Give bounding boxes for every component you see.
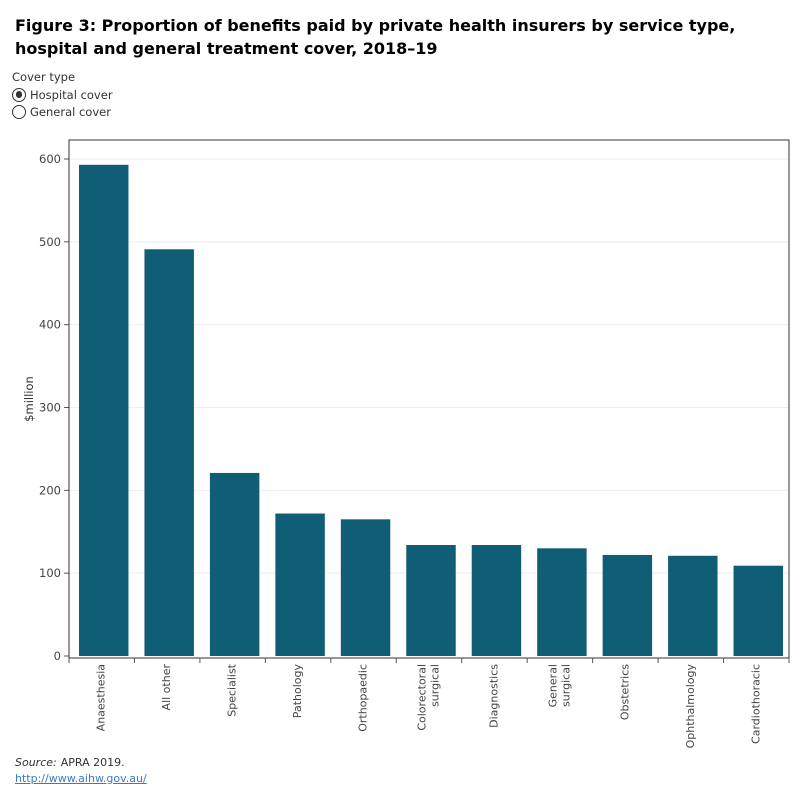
- x-tick-label: Ophthalmology: [684, 664, 697, 749]
- cover-type-legend: Cover type Hospital cover General cover: [12, 70, 113, 120]
- y-tick-label: 500: [39, 235, 61, 249]
- bar-orthopaedic: [340, 519, 391, 656]
- aihw-link[interactable]: http://www.aihw.gov.au/: [15, 772, 147, 785]
- x-tick-label: surgical: [559, 664, 572, 707]
- legend-title: Cover type: [12, 70, 76, 84]
- x-tick-label: Cardiothoracic: [749, 664, 762, 744]
- plot-frame: [68, 139, 790, 659]
- x-tick-label: surgical: [429, 664, 442, 707]
- y-tick-label: 400: [39, 318, 61, 332]
- radio-selected-icon: [12, 87, 26, 102]
- x-tick-label: Anaesthesia: [95, 664, 108, 731]
- x-tick-label: Diagnostics: [487, 664, 500, 728]
- bar-all other: [144, 249, 194, 656]
- x-tick-label: Orthopaedic: [357, 664, 370, 732]
- x-tick-label: General: [546, 664, 559, 707]
- x-tick-label: Pathology: [291, 664, 304, 719]
- radio-label: Hospital cover: [30, 87, 113, 102]
- source-label: Source:: [15, 756, 57, 769]
- bar-obstetrics: [602, 554, 653, 656]
- x-tick-label: All other: [160, 664, 173, 711]
- bar-general-surgical: [537, 548, 587, 656]
- y-axis-label: $million: [22, 376, 36, 422]
- bar-specialist: [209, 472, 260, 656]
- y-tick-label: 600: [39, 152, 61, 166]
- bar-colorectoral-surgical: [406, 545, 456, 656]
- bar-diagnostics: [471, 545, 522, 656]
- x-tick-label: Specialist: [226, 663, 239, 716]
- chart-title: Figure 3: Proportion of benefits paid by…: [15, 16, 736, 58]
- radio-unselected-icon: [12, 104, 26, 119]
- bar-pathology: [275, 513, 325, 656]
- radio-hospital-cover[interactable]: Hospital cover: [12, 86, 113, 103]
- y-tick-label: 100: [39, 566, 61, 580]
- source-note: Source: APRA 2019.: [15, 756, 125, 769]
- y-tick-label: 300: [39, 401, 61, 415]
- x-tick-label: Obstetrics: [618, 664, 631, 720]
- source-text: APRA 2019.: [60, 756, 125, 769]
- radio-label: General cover: [30, 104, 111, 119]
- radio-general-cover[interactable]: General cover: [12, 103, 113, 120]
- bar-ophthalmology: [668, 555, 718, 656]
- x-tick-label: Colorectoral: [416, 664, 429, 731]
- y-tick-label: 200: [39, 483, 61, 497]
- y-tick-label: 0: [54, 649, 61, 663]
- bar-anaesthesia: [79, 164, 129, 656]
- bar-cardiothoracic: [733, 565, 783, 656]
